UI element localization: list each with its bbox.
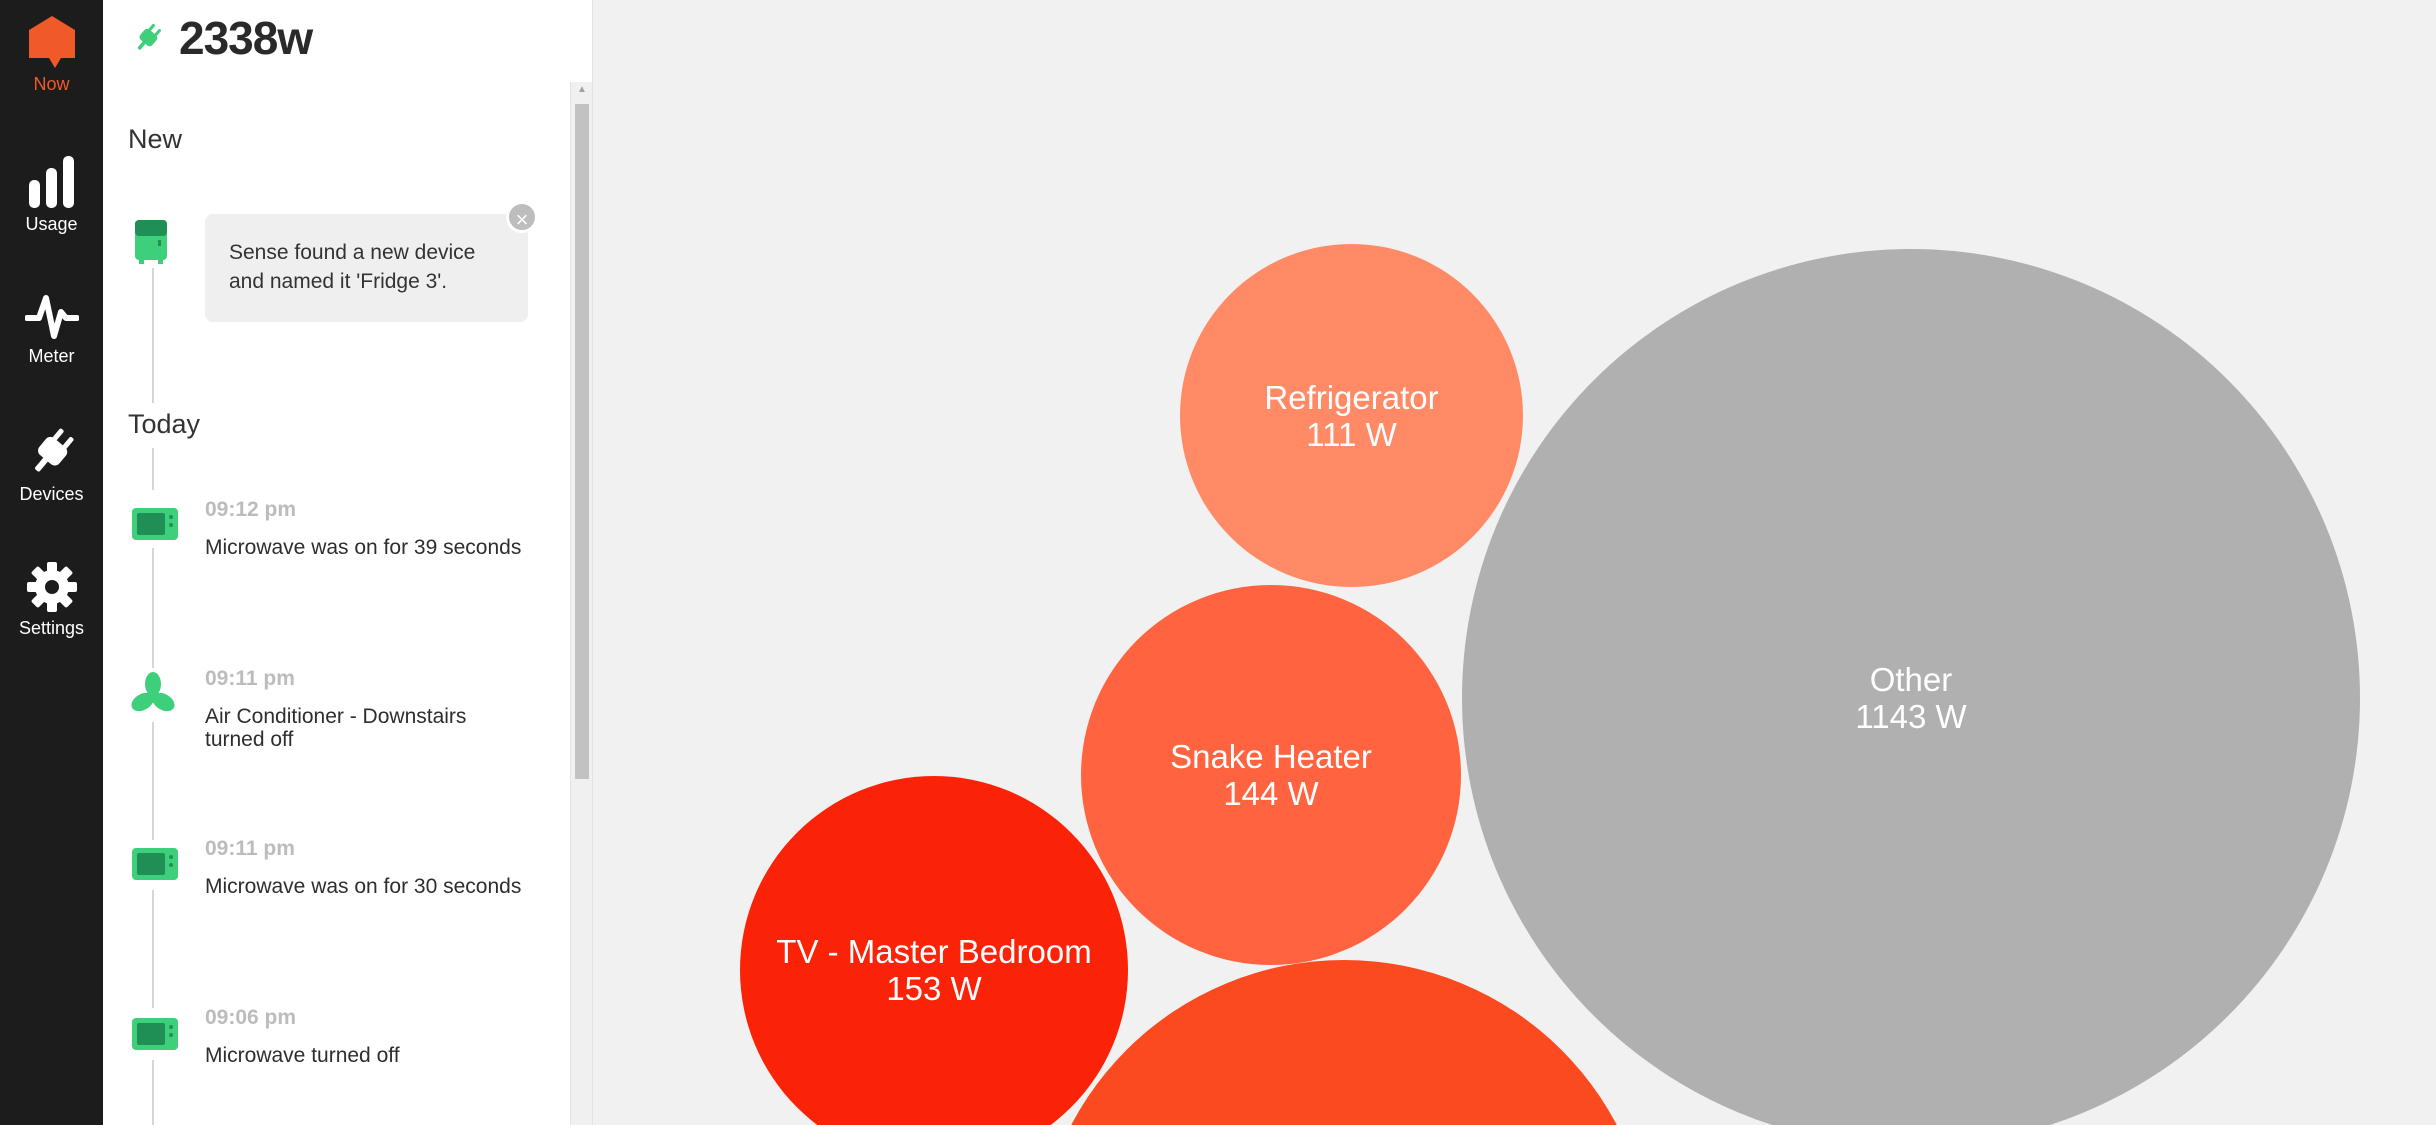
bubble-watts: 1143 W <box>1855 698 1967 735</box>
close-icon[interactable]: × <box>506 201 538 233</box>
nav-label: Now <box>33 74 70 94</box>
plug-icon <box>34 428 74 472</box>
event-text: Microwave was on for 39 seconds <box>205 536 522 559</box>
bubble-name: TV - Master Bedroom <box>776 933 1092 970</box>
main-nav: Now Usage Meter Devices <box>0 0 103 1125</box>
nav-usage[interactable]: Usage <box>0 154 103 235</box>
event-time: 09:06 pm <box>205 1006 297 1029</box>
timeline-line <box>152 548 154 668</box>
timeline-line <box>152 268 154 403</box>
nav-label: Devices <box>19 484 84 504</box>
bubble-unlabeled[interactable] <box>1036 960 1652 1125</box>
nav-now[interactable]: Now <box>0 14 103 95</box>
activity-feed: 2338w New Sense found a new device and n… <box>103 0 593 1125</box>
bubble-tv-master-bedroom[interactable]: TV - Master Bedroom 153 W <box>740 776 1128 1125</box>
event-time: 09:11 pm <box>205 667 295 690</box>
timeline-line <box>152 722 154 840</box>
gear-icon <box>26 562 77 612</box>
section-title-today: Today <box>128 409 201 439</box>
nav-devices[interactable]: Devices <box>0 424 103 505</box>
nav-settings[interactable]: Settings <box>0 560 103 639</box>
nav-label: Usage <box>25 214 78 234</box>
new-device-notice[interactable]: Sense found a new device and named it 'F… <box>205 214 528 322</box>
timeline-line <box>152 890 154 1008</box>
power-value: 2338w <box>179 12 313 64</box>
list-item[interactable]: 09:06 pm Microwave turned off <box>205 1006 525 1067</box>
home-icon <box>28 16 75 68</box>
bubble-name: Other <box>1869 661 1953 698</box>
bubble-name: Refrigerator <box>1264 378 1439 416</box>
device-bubbles: Refrigerator 111 W Snake Heater 144 W TV… <box>594 0 2436 1125</box>
scroll-up-arrow-icon[interactable]: ▲ <box>577 84 587 95</box>
list-item[interactable]: 09:11 pm Air Conditioner - Downstairs tu… <box>205 667 525 751</box>
bubble-watts: 144 W <box>1223 775 1319 812</box>
event-time: 09:11 pm <box>205 837 295 860</box>
nav-label: Settings <box>18 618 85 638</box>
microwave-icon <box>132 508 178 540</box>
bubble-watts: 153 W <box>886 970 982 1007</box>
event-text: Air Conditioner - Downstairs turned off <box>205 705 467 751</box>
bar-chart-icon <box>28 156 74 208</box>
microwave-icon <box>132 848 178 880</box>
bubble-other[interactable]: Other 1143 W <box>1462 249 2360 1125</box>
event-time: 09:12 pm <box>205 498 297 521</box>
fridge-icon <box>135 220 167 264</box>
nav-label: Meter <box>28 346 75 366</box>
bubble-name: Snake Heater <box>1170 738 1372 775</box>
event-text: Microwave was on for 30 seconds <box>205 875 522 898</box>
current-power: 2338w <box>131 8 313 68</box>
scroll-thumb[interactable] <box>575 104 589 779</box>
timeline-line <box>152 1060 154 1125</box>
nav-meter[interactable]: Meter <box>0 292 103 367</box>
feed-scrollbar[interactable]: ▲ <box>570 82 592 1125</box>
bubble-refrigerator[interactable]: Refrigerator 111 W <box>1180 244 1523 587</box>
bubble-snake-heater[interactable]: Snake Heater 144 W <box>1081 585 1461 965</box>
section-title-new: New <box>128 124 183 154</box>
microwave-icon <box>132 1018 178 1050</box>
event-text: Microwave turned off <box>205 1044 400 1067</box>
bubble-watts: 111 W <box>1306 415 1397 453</box>
list-item[interactable]: 09:12 pm Microwave was on for 39 seconds <box>205 498 525 559</box>
pulse-icon <box>24 295 79 339</box>
list-item[interactable]: 09:11 pm Microwave was on for 30 seconds <box>205 837 525 898</box>
fan-icon <box>131 672 175 712</box>
plug-icon <box>137 23 162 50</box>
timeline-line <box>152 448 154 490</box>
notice-text: Sense found a new device and named it 'F… <box>229 241 476 293</box>
